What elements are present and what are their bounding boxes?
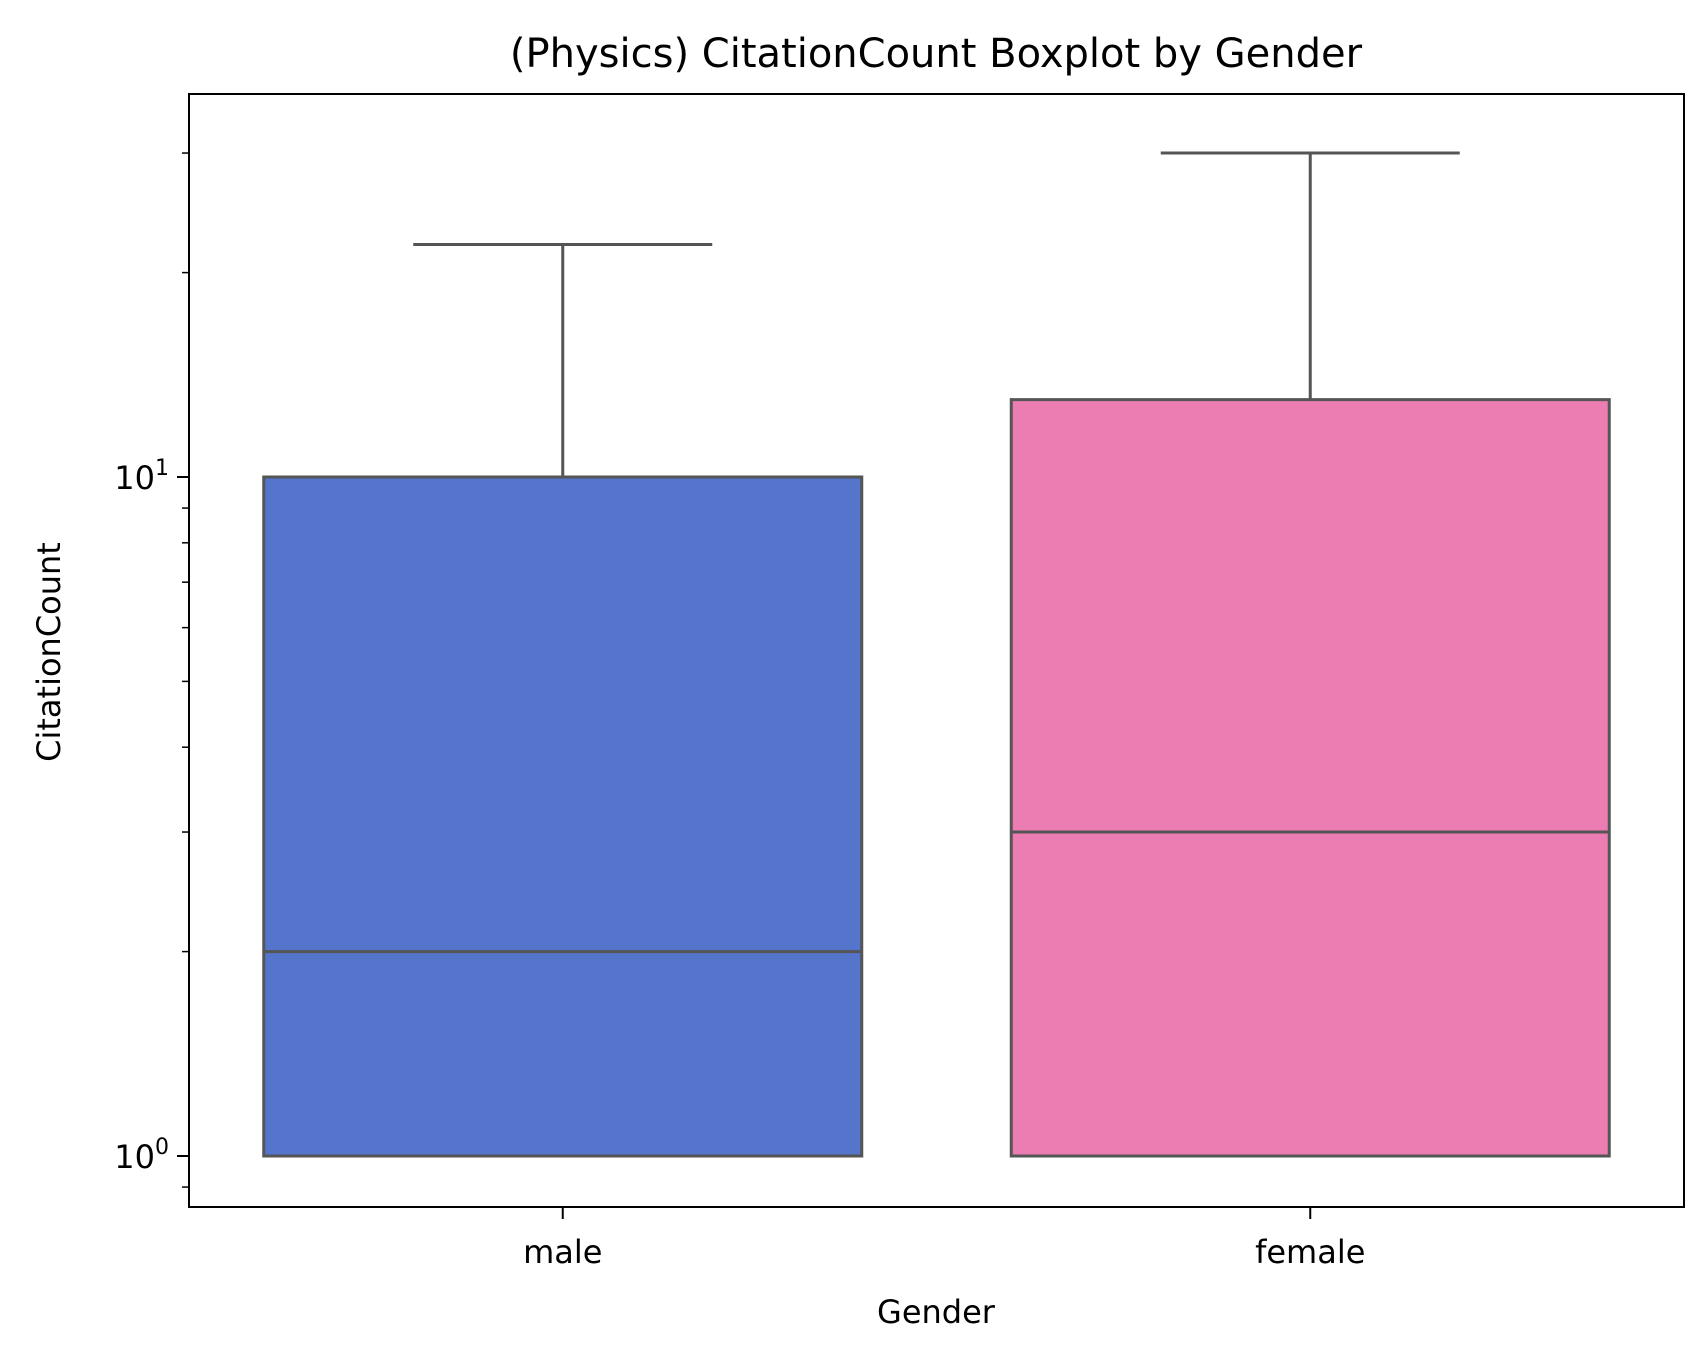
x-axis-label: Gender — [877, 1293, 996, 1331]
y-axis: 100 101 — [114, 152, 189, 1188]
box-male — [262, 475, 864, 1158]
y-tick-label: 100 — [114, 1135, 169, 1176]
y-axis-label: CitationCount — [30, 542, 68, 762]
box-group-female — [1009, 151, 1611, 1158]
plot-frame — [188, 93, 1685, 1208]
box-female — [1009, 398, 1611, 1158]
x-tick-label-female: female — [1255, 1233, 1365, 1271]
x-axis: male female — [523, 1207, 1365, 1271]
boxes-layer — [262, 151, 1611, 1158]
box-group-male — [262, 242, 864, 1158]
chart-title: (Physics) CitationCount Boxplot by Gende… — [510, 31, 1363, 77]
y-tick-label: 101 — [114, 456, 169, 497]
x-tick-label-male: male — [523, 1233, 602, 1271]
